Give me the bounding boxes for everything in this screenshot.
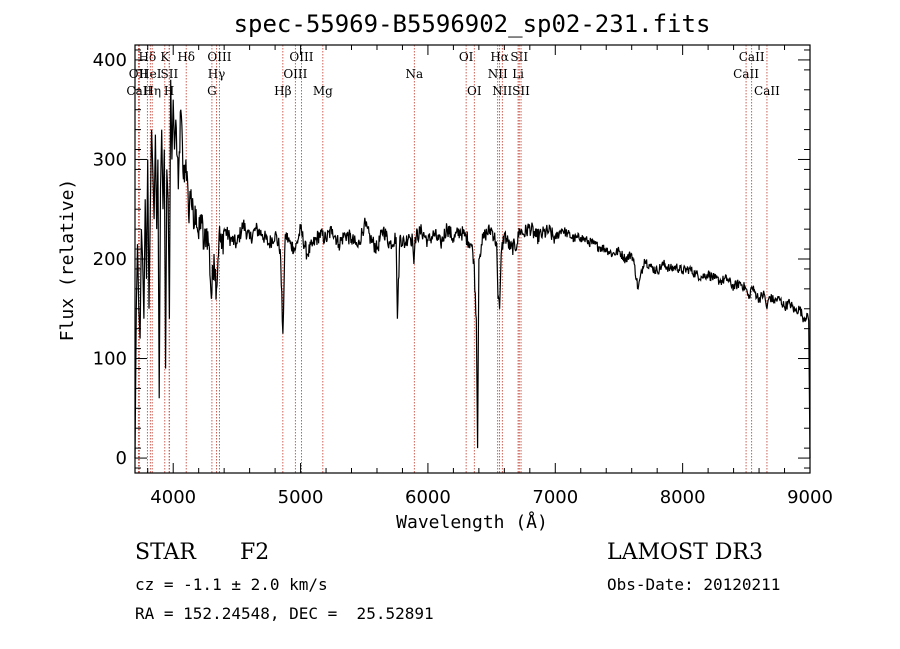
x-tick-label: 9000 — [787, 487, 833, 508]
y-axis-label: Flux (relative) — [57, 179, 78, 342]
spectral-line-label: Li — [512, 67, 524, 81]
chart-title: spec-55969-B5596902_sp02-231.fits — [234, 10, 711, 38]
y-tick-label: 300 — [93, 149, 127, 170]
y-tick-label: 400 — [93, 50, 127, 71]
spectral-line-label: SII — [161, 67, 179, 81]
spectral-lines-layer: Hδ OII CaII HeI Hη K SII H Hδ OIII Hγ G Hβ OIII OIII Mg… — [126, 45, 780, 473]
spectral-line-label: OIII — [283, 67, 307, 81]
x-tick-label: 8000 — [660, 487, 706, 508]
y-tick-label: 200 — [93, 249, 127, 270]
observation-date: Obs-Date: 20120211 — [607, 575, 781, 594]
axis-ticks-layer: 4000 5000 6000 7000 8000 9000 0 100 200 300 400 — [93, 45, 833, 508]
spectral-line-label: OI — [459, 50, 474, 64]
y-tick-label: 100 — [93, 349, 127, 370]
spectral-line-label: Hδ — [177, 50, 195, 64]
spectral-line-label: SII — [512, 84, 530, 98]
spectral-line-label: Na — [405, 67, 423, 81]
coordinates: RA = 152.24548, DEC = 25.52891 — [135, 604, 434, 623]
survey-name: LAMOST DR3 — [607, 540, 763, 565]
spectral-line-label: OIII — [207, 50, 231, 64]
spectral-line-label: Hα — [490, 50, 509, 64]
spectral-line-label: Hδ — [139, 50, 157, 64]
x-tick-label: 4000 — [150, 487, 196, 508]
spectral-line-label: HeI — [139, 67, 162, 81]
x-tick-label: 5000 — [278, 487, 324, 508]
spectral-line-label: K — [160, 50, 170, 64]
spectral-line-label: NII — [488, 67, 508, 81]
spectral-line-label: SII — [510, 50, 528, 64]
spectral-line-label: CaII — [739, 50, 765, 64]
y-tick-label: 0 — [116, 448, 127, 469]
x-tick-label: 6000 — [405, 487, 451, 508]
redshift-velocity: cz = -1.1 ± 2.0 km/s — [135, 575, 328, 594]
spectral-line-label: CaII — [733, 67, 759, 81]
object-subclass: F2 — [240, 540, 270, 565]
spectral-line-label: G — [207, 84, 217, 98]
spectral-line-label: OIII — [289, 50, 313, 64]
spectral-line-label: H — [164, 84, 174, 98]
x-tick-label: 7000 — [532, 487, 578, 508]
spectral-line-label: CaII — [754, 84, 780, 98]
spectral-line-label: Mg — [313, 84, 333, 98]
x-axis-label: Wavelength (Å) — [396, 511, 548, 533]
spectral-line-label: OI — [467, 84, 482, 98]
spectral-line-label: Hη — [143, 84, 161, 98]
spectral-line-label: CaII — [126, 84, 152, 98]
spectral-line-label: NII — [492, 84, 512, 98]
spectral-line-label: OII — [129, 67, 149, 81]
flux-series-line — [134, 79, 811, 459]
object-type: STAR — [135, 540, 196, 565]
spectral-line-label: Hβ — [274, 84, 291, 98]
spectral-line-label: Hγ — [208, 67, 226, 81]
